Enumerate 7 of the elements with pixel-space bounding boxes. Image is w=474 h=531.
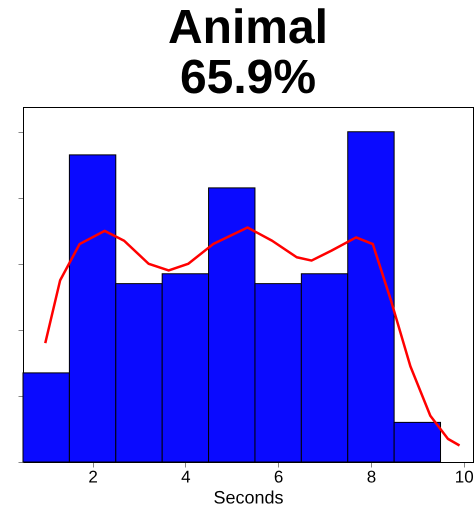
x-tick-label: 10	[454, 468, 474, 486]
x-tick-label: 8	[366, 468, 376, 486]
chart-title: Animal 65.9%	[168, 1, 328, 104]
x-axis-title: Seconds	[213, 488, 284, 508]
x-tick-label: 6	[274, 468, 284, 486]
x-tick-label: 4	[181, 468, 191, 486]
x-tick-label: 2	[88, 468, 98, 486]
